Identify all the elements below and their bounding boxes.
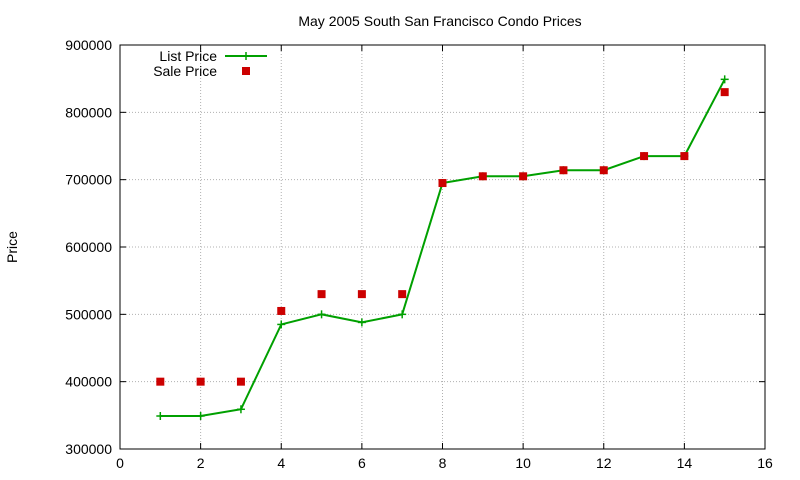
y-tick-label: 400000 [65, 374, 112, 390]
legend-label: List Price [159, 48, 217, 64]
y-axis-label: Price [4, 231, 20, 263]
sale-price-point [236, 377, 245, 386]
sale-price-point [640, 152, 649, 161]
legend-plus-marker [242, 52, 250, 60]
sale-price-point [357, 290, 366, 299]
x-tick-label: 12 [596, 455, 612, 471]
y-tick-label: 900000 [65, 37, 112, 53]
y-tick-label: 800000 [65, 104, 112, 120]
list-price-point [236, 405, 245, 414]
sale-price-point [398, 290, 407, 299]
grid [120, 45, 765, 449]
y-tick-label: 600000 [65, 239, 112, 255]
list-price-point [398, 310, 407, 319]
sale-price-point [156, 377, 165, 386]
sale-price-point [317, 290, 326, 299]
y-tick-label: 700000 [65, 172, 112, 188]
sale-price-point [478, 172, 487, 181]
sale-price-point [599, 166, 608, 175]
list-price-point [196, 412, 205, 421]
plot-frame [119, 44, 766, 450]
x-tick-label: 14 [677, 455, 693, 471]
list-price-point [277, 320, 286, 329]
sale-price-point [438, 179, 447, 188]
x-tick-label: 10 [515, 455, 531, 471]
x-tick-label: 16 [757, 455, 773, 471]
list-price-point [357, 318, 366, 327]
y-tick-label: 300000 [65, 441, 112, 457]
x-tick-label: 8 [439, 455, 447, 471]
chart-title: May 2005 South San Francisco Condo Price… [298, 13, 581, 29]
x-tick-label: 0 [116, 455, 124, 471]
legend-square-marker [242, 67, 250, 75]
sale-price-point [519, 172, 528, 181]
legend-label: Sale Price [153, 63, 217, 79]
sale-price-point [559, 166, 568, 175]
sale-price-point [720, 88, 729, 97]
y-tick-label: 500000 [65, 306, 112, 322]
sale-price-point [196, 377, 205, 386]
sale-price-point [277, 306, 286, 315]
series [156, 75, 729, 421]
x-tick-label: 6 [358, 455, 366, 471]
x-tick-label: 4 [277, 455, 285, 471]
x-tick-label: 2 [197, 455, 205, 471]
axis-ticks: 0 2 4 6 8 10 12 14 16 300000 400000 500000 600000 700… [65, 37, 773, 471]
list-price-point [156, 412, 165, 421]
list-price-point [317, 310, 326, 319]
list-price-point [720, 75, 729, 84]
sale-price-point [680, 152, 689, 161]
